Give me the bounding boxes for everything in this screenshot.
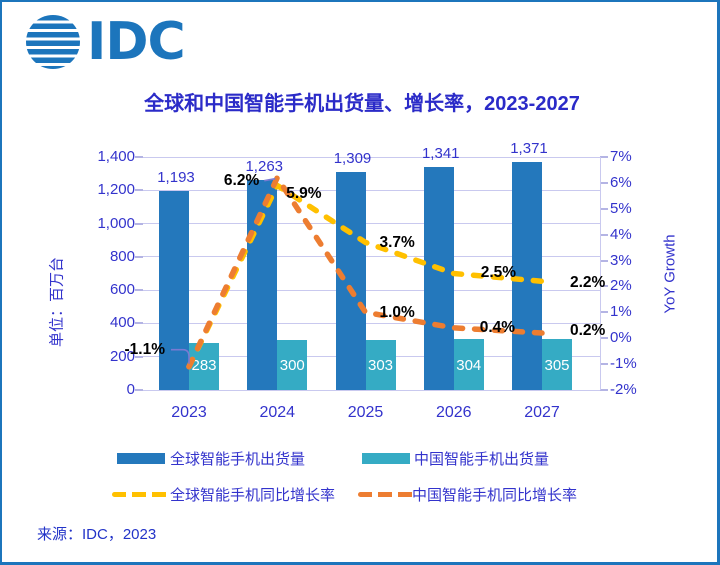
- left-axis-tick-mark: [135, 156, 143, 158]
- bar-value-label: 1,371: [510, 139, 548, 157]
- idc-logo-text: IDC: [87, 12, 186, 72]
- legend-label-china-shipments: 中国智能手机出货量: [414, 451, 550, 468]
- right-axis-tick-label: -2%: [610, 381, 637, 398]
- left-axis-tick-mark: [135, 289, 143, 292]
- left-axis-tick-label: 1,000: [97, 214, 135, 232]
- left-axis-tick-mark: [135, 389, 143, 391]
- left-axis-title: 单位：百万台: [48, 256, 66, 348]
- bar-value-label: 1,309: [333, 150, 372, 168]
- left-axis-tick-label: 200: [109, 347, 135, 365]
- right-axis-tick-label: 7%: [610, 148, 632, 165]
- bar-value-label: 1,193: [157, 169, 195, 187]
- line-point-label: 2.2%: [570, 274, 606, 292]
- left-axis-tick-label: 400: [109, 314, 135, 332]
- line-point-label: 5.9%: [286, 185, 322, 203]
- line-point-label: 0.2%: [570, 322, 606, 340]
- right-axis-tick-label: 2%: [610, 277, 632, 295]
- bar-inner-value-label: 304: [456, 357, 482, 374]
- x-axis-label: 2027: [524, 404, 560, 421]
- bar-global-shipments: [423, 166, 454, 390]
- line-point-label: -1.1%: [124, 340, 166, 358]
- right-axis-tick-label: 1%: [610, 303, 632, 321]
- right-axis-tick-mark: [600, 363, 608, 366]
- right-axis-tick-mark: [600, 233, 608, 236]
- right-axis-tick-mark: [600, 389, 608, 391]
- bar-inner-value-label: 303: [367, 357, 394, 374]
- gridline: [142, 156, 600, 158]
- source-note: 来源：IDC，2023: [37, 526, 157, 543]
- right-axis-title: YoY Growth: [661, 234, 679, 314]
- bar-inner-value-label: 283: [191, 357, 217, 374]
- left-axis-tick-label: 1,400: [97, 148, 135, 165]
- left-axis-tick-label: 1,200: [97, 181, 135, 199]
- left-axis-tick-mark: [135, 189, 143, 192]
- left-axis-tick-label: 800: [109, 247, 135, 265]
- right-axis-tick-mark: [600, 181, 608, 184]
- bar-inner-value-label: 300: [279, 357, 305, 374]
- right-axis-line: [599, 157, 601, 390]
- right-axis-tick-label: 4%: [610, 225, 632, 243]
- legend-swatch-china-shipments: [362, 453, 410, 464]
- right-axis-tick-label: 3%: [610, 251, 632, 269]
- left-axis-tick-mark: [135, 255, 143, 258]
- x-axis-label: 2024: [259, 404, 296, 421]
- left-axis-tick-mark: [135, 355, 143, 358]
- left-axis-tick-label: 600: [109, 281, 135, 299]
- right-axis-tick-mark: [600, 311, 608, 314]
- bar-inner-value-label: 305: [544, 357, 570, 374]
- legend-swatch-global-shipments: [117, 453, 165, 464]
- left-axis-tick-label: 0: [126, 381, 135, 398]
- right-axis-tick-mark: [600, 285, 608, 288]
- legend-swatch-china-yoy-growth: [358, 492, 414, 497]
- right-axis-tick-label: 6%: [610, 173, 632, 191]
- legend-swatch-global-yoy-growth: [112, 492, 168, 497]
- line-point-label: 2.5%: [480, 263, 517, 281]
- left-axis-tick-mark: [135, 322, 143, 325]
- legend-label-china-yoy-growth: 中国智能手机同比增长率: [412, 487, 578, 504]
- bar-value-label: 1,263: [245, 157, 284, 175]
- bar-global-shipments: [512, 161, 542, 390]
- legend-label-global-yoy-growth: 全球智能手机同比增长率: [170, 487, 336, 504]
- bar-china-shipments: [542, 339, 572, 390]
- right-axis-tick-mark: [600, 156, 608, 158]
- idc-logo: IDC: [26, 12, 186, 72]
- right-axis-tick-mark: [600, 207, 608, 210]
- legend-label-global-shipments: 全球智能手机出货量: [170, 451, 306, 468]
- left-axis-tick-mark: [135, 222, 143, 225]
- line-point-label: 1.0%: [379, 304, 415, 322]
- idc-globe-icon: [26, 15, 80, 69]
- bar-value-label: 1,341: [421, 144, 460, 162]
- gridline: [142, 389, 600, 391]
- right-axis-tick-label: 0%: [610, 329, 632, 347]
- line-point-label: 6.2%: [223, 171, 260, 189]
- x-axis-label: 2026: [435, 404, 472, 421]
- x-axis-label: 2023: [171, 404, 207, 421]
- right-axis-tick-mark: [600, 337, 608, 340]
- line-point-label: 3.7%: [379, 234, 415, 252]
- chart-title: 全球和中国智能手机出货量、增长率，2023-2027: [144, 93, 580, 115]
- right-axis-tick-label: 5%: [610, 199, 632, 217]
- right-axis-tick-mark: [600, 259, 608, 262]
- right-axis-tick-label: -1%: [610, 355, 637, 373]
- x-axis-label: 2025: [347, 404, 384, 421]
- line-point-label: 0.4%: [479, 318, 516, 336]
